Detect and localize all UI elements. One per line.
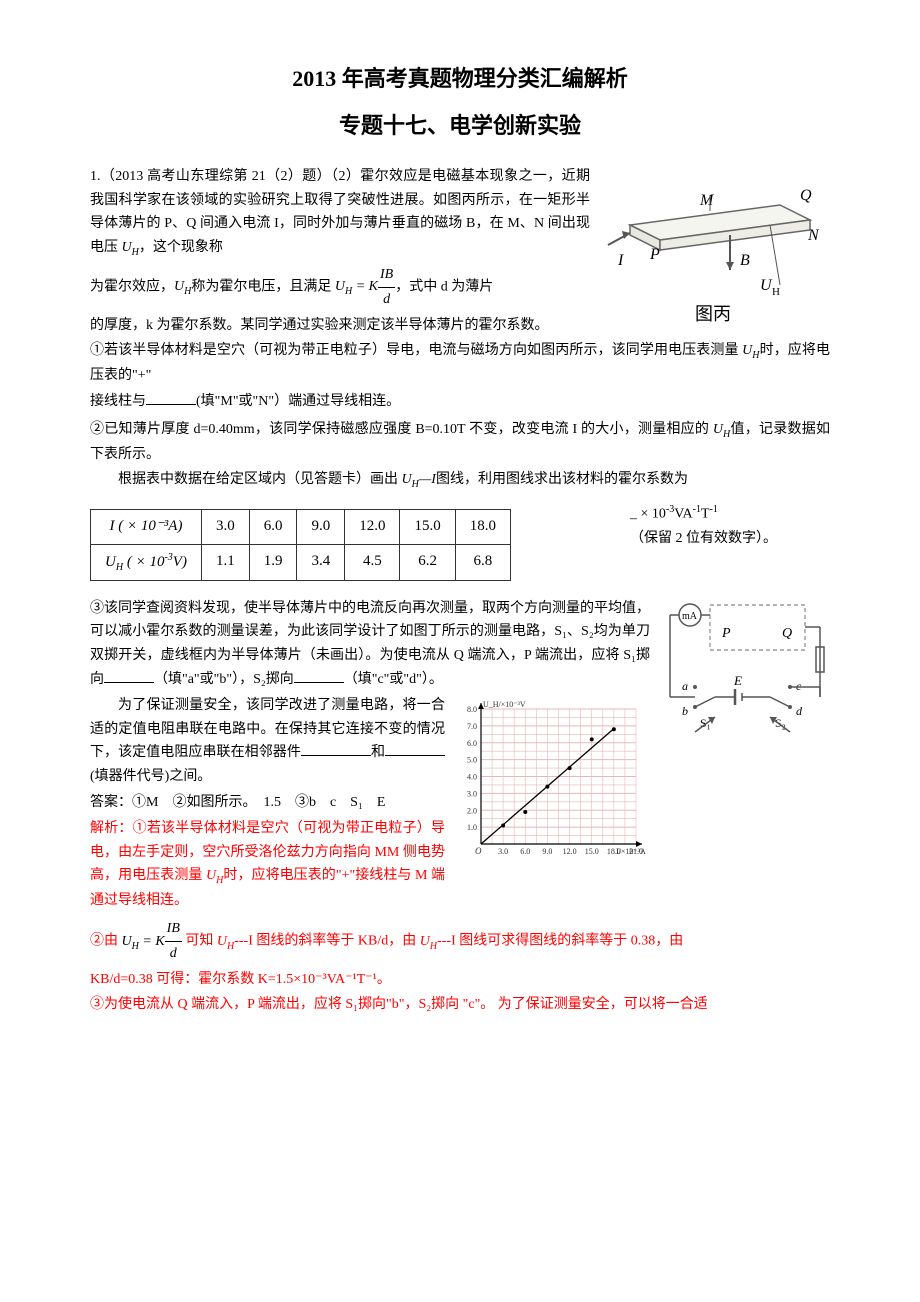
cell: 1.9: [249, 544, 297, 580]
svg-text:7.0: 7.0: [467, 722, 477, 731]
circuit-diagram: P Q mA a b S₁ E c d S₂: [660, 597, 830, 742]
table-row: I ( × 10⁻³A) 3.0 6.0 9.0 12.0 15.0 18.0: [91, 510, 511, 545]
uh-i-graph: 1.0 2.0 3.0 4.0 5.0 6.0 7.0 8.0 3.0 6.0 9.0 12.0 15.…: [455, 694, 650, 864]
cell: 12.0: [345, 510, 400, 545]
analysis-p4: ③为使电流从 Q 端流入，P 端流出，应将 S₁掷向"b"，S₂掷向 "c"。 …: [90, 993, 830, 1017]
svg-text:b: b: [682, 704, 688, 718]
svg-text:a: a: [682, 679, 688, 693]
svg-text:1.0: 1.0: [467, 823, 477, 832]
cell: 6.8: [455, 544, 510, 580]
cell: 18.0: [455, 510, 510, 545]
hall-effect-diagram: M Q N P I B U H 图丙: [600, 165, 830, 330]
blank-s2: [294, 668, 344, 683]
svg-text:图丙: 图丙: [695, 304, 731, 324]
svg-text:2.0: 2.0: [467, 806, 477, 815]
svg-text:d: d: [796, 704, 803, 718]
analysis-p3: KB/d=0.38 可得：霍尔系数 K=1.5×10⁻³VA⁻¹T⁻¹。: [90, 968, 830, 992]
q1-part2b: 根据表中数据在给定区域内（见答题卡）画出 UH—I图线，利用图线求出该材料的霍尔…: [90, 468, 830, 493]
svg-text:Q: Q: [782, 626, 792, 641]
svg-text:P: P: [721, 626, 731, 641]
svg-text:O: O: [475, 846, 482, 856]
svg-text:I: I: [617, 252, 624, 269]
svg-text:mA: mA: [682, 611, 698, 622]
data-table-section: I ( × 10⁻³A) 3.0 6.0 9.0 12.0 15.0 18.0 …: [90, 501, 830, 589]
analysis-p2: ②由 UH = KIBd 可知 UH---I 图线的斜率等于 KB/d，由 UH…: [90, 917, 830, 966]
svg-text:15.0: 15.0: [585, 847, 599, 856]
q1-part1b: 接线柱与(填"M"或"N"）端通过导线相连。: [90, 390, 830, 414]
blank-m-or-n: [146, 390, 196, 405]
svg-text:c: c: [796, 679, 802, 693]
svg-text:P: P: [649, 246, 660, 263]
row1-header: I ( × 10⁻³A): [91, 510, 202, 545]
cell: 6.2: [400, 544, 455, 580]
table-row: UH ( × 10-3V) 1.1 1.9 3.4 4.5 6.2 6.8: [91, 544, 511, 580]
q1-part2: ②已知薄片厚度 d=0.40mm，该同学保持磁感应强度 B=0.10T 不变，改…: [90, 418, 830, 467]
svg-text:M: M: [699, 192, 715, 209]
main-title: 2013 年高考真题物理分类汇编解析: [90, 60, 830, 97]
blank-s1: [104, 668, 154, 683]
blank-device2: [385, 741, 445, 756]
blank-device1: [301, 741, 371, 756]
cell: 3.0: [201, 510, 249, 545]
cell: 1.1: [201, 544, 249, 580]
svg-text:N: N: [807, 227, 820, 244]
cell: 6.0: [249, 510, 297, 545]
svg-text:3.0: 3.0: [498, 847, 508, 856]
svg-text:U_H/×10⁻³V: U_H/×10⁻³V: [483, 700, 526, 709]
cell: 9.0: [297, 510, 345, 545]
svg-text:3.0: 3.0: [467, 789, 477, 798]
svg-text:12.0: 12.0: [563, 847, 577, 856]
cell: 15.0: [400, 510, 455, 545]
cell: 3.4: [297, 544, 345, 580]
svg-text:4.0: 4.0: [467, 772, 477, 781]
svg-text:6.0: 6.0: [520, 847, 530, 856]
data-table: I ( × 10⁻³A) 3.0 6.0 9.0 12.0 15.0 18.0 …: [90, 509, 511, 581]
svg-text:Q: Q: [800, 187, 812, 204]
svg-text:H: H: [772, 286, 780, 298]
row2-header: UH ( × 10-3V): [91, 544, 202, 580]
svg-text:8.0: 8.0: [467, 705, 477, 714]
svg-text:5.0: 5.0: [467, 755, 477, 764]
svg-text:B: B: [740, 252, 750, 269]
svg-text:I/×10⁻³A: I/×10⁻³A: [616, 847, 646, 856]
svg-text:E: E: [733, 673, 742, 688]
table-aside: _ × 10-3VA-1T-1 （保留 2 位有效数字）。: [630, 501, 830, 550]
q1-part1: ①若该半导体材料是空穴（可视为带正电粒子）导电，电流与磁场方向如图丙所示，该同学…: [90, 339, 830, 388]
svg-text:6.0: 6.0: [467, 739, 477, 748]
cell: 4.5: [345, 544, 400, 580]
sub-title: 专题十七、电学创新实验: [90, 107, 830, 144]
svg-text:9.0: 9.0: [542, 847, 552, 856]
